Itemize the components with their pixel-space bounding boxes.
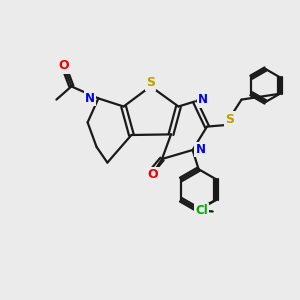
Text: S: S <box>146 76 155 89</box>
Text: N: N <box>85 92 95 105</box>
Text: O: O <box>58 59 69 73</box>
Text: O: O <box>148 168 158 182</box>
Text: N: N <box>198 93 208 106</box>
Text: S: S <box>225 112 234 126</box>
Text: N: N <box>196 143 206 156</box>
Text: Cl: Cl <box>195 204 208 217</box>
